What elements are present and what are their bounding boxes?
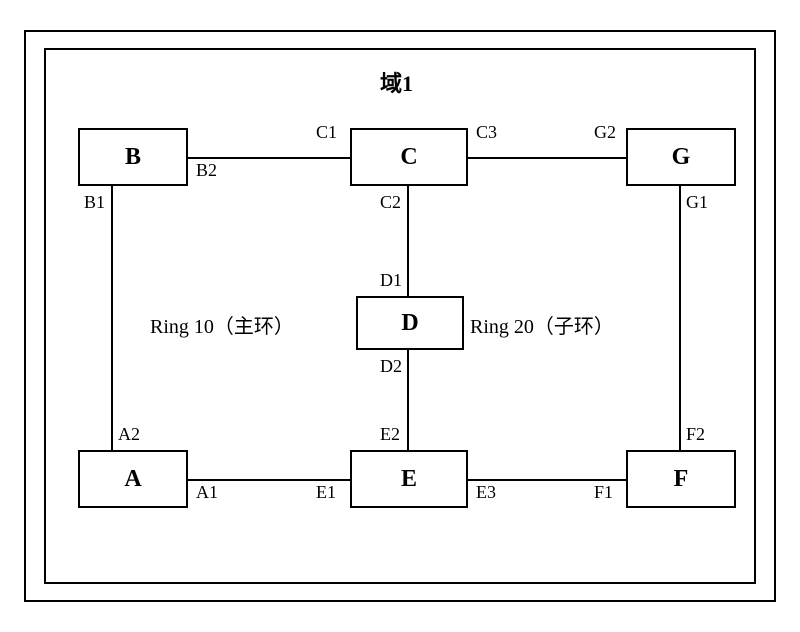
node-c: C [350, 128, 468, 186]
node-c-label: C [400, 144, 417, 171]
node-d-label: D [401, 310, 418, 337]
port-d1: D1 [380, 270, 402, 291]
port-g1: G1 [686, 192, 708, 213]
port-f2: F2 [686, 424, 705, 445]
edge-a-e [188, 479, 350, 481]
port-a2: A2 [118, 424, 140, 445]
port-e1: E1 [316, 482, 336, 503]
node-b: B [78, 128, 188, 186]
port-f1: F1 [594, 482, 613, 503]
domain-title: 域1 [380, 66, 413, 98]
node-a-label: A [124, 466, 141, 493]
node-a: A [78, 450, 188, 508]
edge-c-g [468, 157, 626, 159]
node-b-label: B [125, 144, 141, 171]
node-g: G [626, 128, 736, 186]
edge-d-e [407, 350, 409, 450]
port-c1: C1 [316, 122, 337, 143]
node-g-label: G [672, 144, 691, 171]
port-c3: C3 [476, 122, 497, 143]
node-f: F [626, 450, 736, 508]
ring20-label: Ring 20（子环） [470, 310, 614, 339]
edge-g-f [679, 186, 681, 450]
node-f-label: F [674, 466, 689, 493]
edge-e-f [468, 479, 626, 481]
ring10-label: Ring 10（主环） [150, 310, 294, 339]
port-g2: G2 [594, 122, 616, 143]
edge-b-a [111, 186, 113, 450]
node-e: E [350, 450, 468, 508]
port-b1: B1 [84, 192, 105, 213]
node-e-label: E [401, 466, 417, 493]
port-c2: C2 [380, 192, 401, 213]
port-a1: A1 [196, 482, 218, 503]
port-b2: B2 [196, 160, 217, 181]
port-d2: D2 [380, 356, 402, 377]
edge-b-c [188, 157, 350, 159]
port-e3: E3 [476, 482, 496, 503]
port-e2: E2 [380, 424, 400, 445]
node-d: D [356, 296, 464, 350]
edge-c-d [407, 186, 409, 296]
